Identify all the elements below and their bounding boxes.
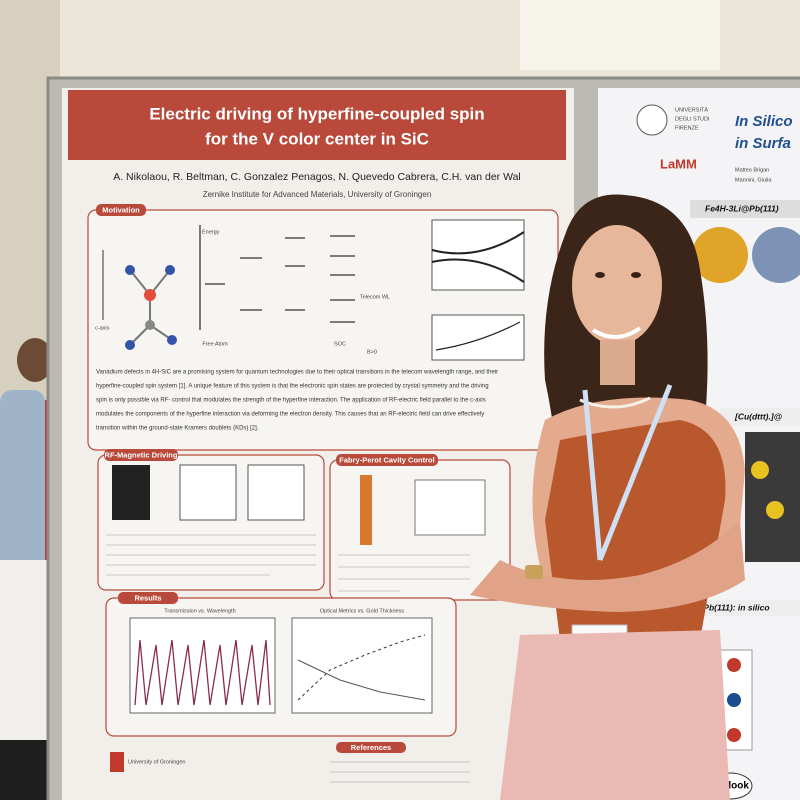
- plot-curve: [431, 231, 525, 283]
- section-tag: [104, 449, 178, 461]
- plot-panel: [431, 314, 525, 361]
- university-name: UNIVERSITÀ: [675, 106, 708, 113]
- poster-title: Electric driving of hyperfine-coupled sp…: [149, 104, 484, 123]
- panel-header: [690, 600, 800, 616]
- plot-title: Transmission vs. Wavelength: [164, 608, 235, 614]
- footer-logo: University of Groningen: [128, 759, 185, 765]
- diagram-label: Energy: [202, 229, 220, 235]
- plot-curve: [435, 321, 521, 351]
- panel-header: [720, 408, 800, 426]
- plot-panel: [431, 219, 525, 291]
- device-image: [112, 465, 150, 520]
- diagram-label: Free Atom: [202, 341, 228, 347]
- trousers: [500, 630, 730, 800]
- section-tag: [96, 204, 146, 216]
- bystander-coat: [0, 560, 55, 760]
- right-authors: Mannini, Giulia: [735, 177, 772, 183]
- paragraph-line: Vanadium defects in 4H-SiC are a promisi…: [96, 370, 498, 376]
- text-lines: [106, 534, 316, 576]
- molecule-render: [692, 227, 748, 283]
- paragraph-line: transition within the ground-state Krame…: [96, 426, 259, 432]
- right-poster-title: In Silico: [735, 113, 793, 130]
- right-authors: Matteo Brigan: [735, 167, 769, 173]
- diagram-label: B>0: [367, 349, 377, 355]
- diagram-label: c-axis: [95, 325, 110, 331]
- diagram-label: SOC: [334, 341, 346, 347]
- university-name: FIRENZE: [675, 125, 699, 131]
- section-title: RF-Magnetic Driving: [105, 450, 178, 459]
- lanyard: [582, 384, 673, 561]
- panel-label: @Pb(111): in silico: [695, 602, 770, 612]
- panel-label: Outlook: [711, 781, 749, 792]
- smile: [591, 326, 642, 339]
- bystander-head: [17, 338, 53, 382]
- section-title: Fabry-Perot Cavity Control: [339, 455, 434, 464]
- university-crest: [110, 752, 124, 772]
- cavity-diagram: [360, 475, 372, 545]
- bystander-shirt: [0, 390, 45, 590]
- crossed-arms: [470, 520, 745, 612]
- molecule-render: [752, 227, 800, 283]
- section-tag: [336, 742, 406, 753]
- paragraph-line: hyperfine-coupled spin system [1]. A uni…: [96, 384, 489, 390]
- watch: [525, 565, 543, 579]
- plot-panel: [179, 464, 237, 521]
- university-seal: [636, 104, 668, 136]
- section-tag: [118, 592, 178, 604]
- panel-label: Fe4H-3Li@Pb(111): [705, 203, 779, 213]
- setup-diagram: [414, 479, 486, 536]
- window-light: [520, 0, 720, 70]
- plot-panel: [291, 617, 433, 714]
- crystal-diagram: [102, 250, 177, 350]
- section-tag: [336, 454, 438, 466]
- plot-title: Optical Metrics vs. Gold Thickness: [320, 608, 405, 614]
- lab-logo: LaMM: [660, 156, 697, 171]
- affiliation: Zernike Institute for Advanced Materials…: [203, 190, 432, 199]
- diagram-label: Telecom WL: [360, 294, 390, 300]
- plot-curve: [297, 659, 426, 701]
- panel-label: [Cu(dttt).]@: [734, 411, 782, 421]
- paragraph-line: modulates the components of the hyperfin…: [96, 412, 484, 418]
- title-banner: [68, 90, 566, 160]
- neck: [600, 340, 635, 385]
- molecule-render: [745, 432, 800, 562]
- plot-panel: [247, 464, 305, 521]
- panel-header: [690, 200, 800, 218]
- authors: A. Nikolaou, R. Beltman, C. Gonzalez Pen…: [113, 171, 521, 183]
- energy-diagram: [199, 225, 355, 330]
- section-title: Motivation: [102, 205, 140, 214]
- plot-curve: [134, 639, 271, 706]
- section-title: References: [351, 743, 391, 752]
- university-name: DEGLI STUDI: [675, 116, 710, 122]
- poster-title: for the V color center in SiC: [205, 129, 429, 148]
- person: [470, 194, 745, 800]
- right-poster-title: in Surfa: [735, 135, 791, 152]
- plot-curve: [297, 634, 426, 701]
- text-lines: [338, 554, 470, 592]
- paragraph-line: spin is only possible via RF- control th…: [96, 398, 486, 404]
- text-lines: [330, 761, 470, 783]
- motivation-text: Vanadium defects in 4H-SiC are a promisi…: [96, 370, 498, 432]
- plot-panel: [129, 617, 276, 714]
- section-title: Results: [134, 593, 161, 602]
- face: [572, 225, 662, 345]
